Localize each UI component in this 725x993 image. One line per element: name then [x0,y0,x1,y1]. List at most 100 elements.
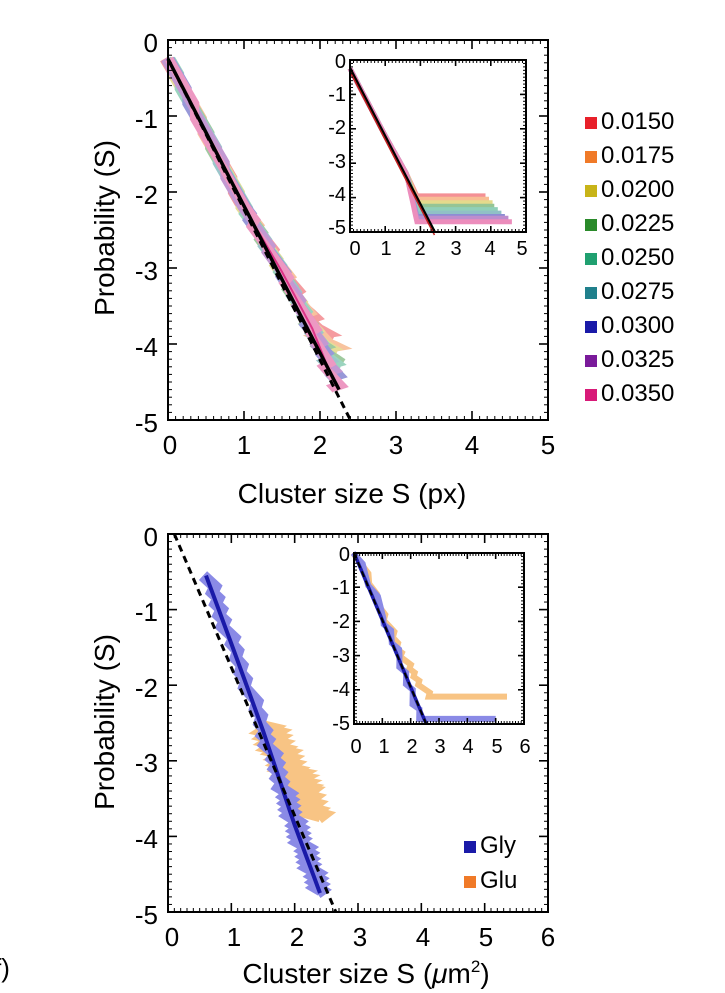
legend-swatch-0300 [585,321,597,333]
legend-label: 0.0325 [601,346,674,373]
bottom-inset-ytick-label: 0 [339,544,350,566]
bottom-xaxis-title-base: Cluster size S ( [242,958,432,989]
top-axis-ticks [167,39,549,421]
bottom-legend: Gly Glu [464,832,517,894]
legend-label: Gly [480,832,516,859]
top-ytick-label: -3 [135,256,158,286]
top-inset: 0 -1 -2 -3 -4 -5 0 1 2 3 4 5 [328,51,527,260]
bottom-xtick-label: 1 [227,922,241,952]
top-inset-ticks [349,59,527,233]
top-inset-xtick-label: 3 [450,238,461,260]
bottom-ytick-label: 0 [144,522,158,552]
top-yaxis-title: Probability (S) [89,140,120,316]
top-xtick-label: 0 [163,430,177,460]
top-xtick-label: 3 [389,430,403,460]
top-inset-fit-line-red [349,71,436,236]
legend-label: 0.0200 [601,176,674,203]
bottom-ytick-label: -4 [135,824,158,854]
bottom-ytick-label: -5 [135,900,158,930]
bottom-xtick-label: 0 [165,922,179,952]
bottom-inset-xtick-label: 5 [491,736,502,758]
bottom-inset-xtick-label: 1 [378,736,389,758]
top-ytick-label: -4 [135,332,158,362]
legend-label: 0.0350 [601,380,674,407]
top-legend: 0.0150 0.0175 0.0200 0.0225 0.0250 0.027… [585,108,674,407]
bottom-panel: 0 -1 -2 -3 -4 -5 0 1 2 3 4 5 6 Cluster s… [89,522,555,989]
bottom-inset-ytick-label: -5 [332,713,350,735]
top-inset-ytick-label: -3 [328,151,346,173]
legend-swatch-0175 [585,151,597,163]
top-ytick-label: -2 [135,180,158,210]
top-xtick-label: 1 [237,430,251,460]
top-panel: 0 -1 -2 -3 -4 -5 0 1 2 3 4 5 Cluster siz… [89,28,674,509]
bottom-inset-xtick-label: 6 [519,736,530,758]
bottom-ytick-label: -2 [135,673,158,703]
bottom-xtick-label: 2 [290,922,304,952]
bottom-inset-ytick-label: -4 [332,679,350,701]
legend-label: Glu [480,867,517,894]
bottom-xaxis-title-mu: μ [431,958,447,989]
bottom-inset-ytick-label: -1 [332,577,350,599]
bottom-series-line-gly [204,574,322,894]
top-xaxis-title: Cluster size S (px) [238,478,467,509]
bottom-inset-ytick-label: -2 [332,611,350,633]
top-ytick-label: 0 [144,28,158,58]
top-inset-xtick-label: 5 [516,238,527,260]
bottom-xtick-label: 6 [541,922,555,952]
legend-swatch-0325 [585,355,597,367]
legend-swatch-0350 [585,389,597,401]
top-inset-ytick-label: -2 [328,117,346,139]
bottom-inset: 0 -1 -2 -3 -4 -5 0 1 2 3 4 5 6 [332,544,530,758]
top-ytick-label: -5 [135,408,158,438]
legend-swatch-0225 [585,219,597,231]
bottom-inset-xtick-label: 0 [350,736,361,758]
bottom-inset-xtick-label: 2 [406,736,417,758]
top-ytick-label: -1 [135,104,158,134]
top-inset-marks [347,60,526,236]
bottom-yaxis-title: Probability (S) [89,634,120,810]
top-dashed-line [166,58,352,421]
top-inset-xtick-label: 4 [484,238,495,260]
legend-label: 0.0275 [601,278,674,305]
top-inset-xtick-label: 1 [380,238,391,260]
legend-swatch-gly [464,841,476,853]
bottom-ytick-label: -1 [135,597,158,627]
legend-swatch-0275 [585,287,597,299]
top-inset-xtick-label: 2 [414,238,425,260]
bottom-ytick-label: -3 [135,748,158,778]
bottom-inset-xtick-label: 4 [462,736,473,758]
bottom-xtick-label: 3 [353,922,367,952]
bottom-xaxis-title: Cluster size S (μm2) [242,957,489,989]
top-inset-ytick-label: -1 [328,84,346,106]
bottom-axis-ticks [167,533,549,913]
top-inset-ytick-label: 0 [335,51,346,73]
panel-corner-label: f) [0,953,10,983]
top-xtick-label: 4 [465,430,479,460]
bottom-inset-marks [350,550,524,725]
top-inset-xtick-label: 0 [349,238,360,260]
legend-label: 0.0300 [601,312,674,339]
bottom-xaxis-title-close: ) [480,958,489,989]
bottom-inset-xtick-label: 3 [434,736,445,758]
bottom-xaxis-title-unit: m [448,958,471,989]
top-xtick-label: 2 [313,430,327,460]
legend-swatch-glu [464,876,476,888]
bottom-plot-marks [172,533,338,913]
legend-label: 0.0250 [601,244,674,271]
top-inset-ytick-label: -4 [328,184,346,206]
top-plot-marks [160,56,353,421]
bottom-xaxis-title-sup: 2 [471,957,480,976]
bottom-inset-ytick-label: -3 [332,645,350,667]
legend-swatch-0150 [585,117,597,129]
top-xtick-label: 5 [541,430,555,460]
bottom-dashed-line [172,533,338,913]
top-inset-ytick-label: -5 [328,217,346,239]
legend-label: 0.0225 [601,210,674,237]
bottom-inset-fit-line [353,552,428,725]
legend-label: 0.0175 [601,142,674,169]
legend-label: 0.0150 [601,108,674,135]
legend-swatch-0250 [585,253,597,265]
bottom-xtick-label: 5 [479,922,493,952]
bottom-xtick-label: 4 [416,922,430,952]
